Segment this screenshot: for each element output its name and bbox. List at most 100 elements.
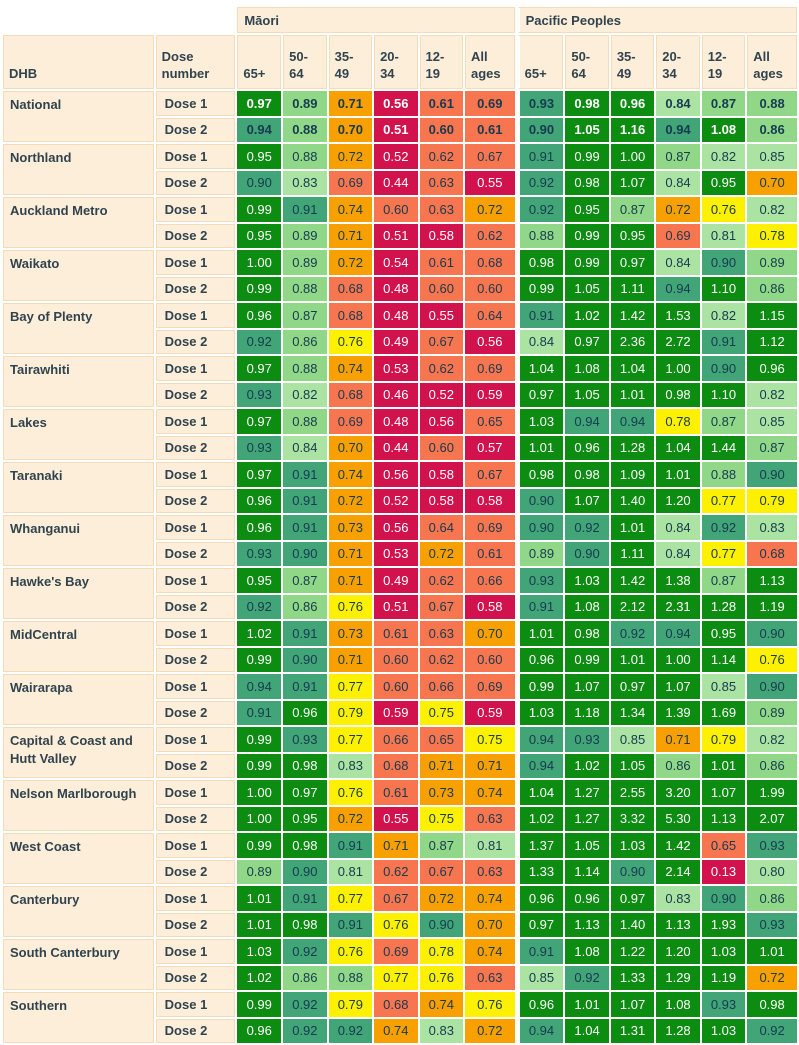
- value-cell: 0.97: [610, 250, 655, 275]
- group-header-pacific: Pacific Peoples: [516, 7, 797, 33]
- value-cell: 0.72: [656, 197, 700, 222]
- value-cell: 0.73: [328, 621, 373, 646]
- value-cell: 0.98: [283, 833, 327, 858]
- value-cell: 0.83: [419, 1018, 464, 1043]
- value-cell: 0.77: [328, 674, 373, 699]
- value-cell: 0.62: [419, 144, 464, 169]
- value-cell: 0.97: [237, 462, 282, 487]
- value-cell: 0.62: [419, 647, 464, 672]
- value-cell: 1.28: [656, 1018, 700, 1043]
- value-cell: 0.88: [283, 144, 327, 169]
- dhb-data-row: Dose 2 0.89 0.90 0.81 0.62 0.67 0.63 1.33 1.14 0.…: [3, 859, 797, 884]
- value-cell: 0.77: [701, 488, 746, 513]
- value-cell: 0.81: [328, 859, 373, 884]
- value-cell: 0.60: [374, 647, 418, 672]
- dose-label-cell: Dose 2: [155, 594, 236, 619]
- dhb-data-row: Dose 2 0.93 0.82 0.68 0.46 0.52 0.59 0.97 1.05 1.…: [3, 382, 797, 407]
- dhb-name-cell: MidCentral: [3, 621, 154, 672]
- value-cell: 0.98: [516, 462, 564, 487]
- value-cell: 0.96: [610, 91, 655, 116]
- value-cell: 0.95: [237, 144, 282, 169]
- value-cell: 1.02: [516, 806, 564, 831]
- value-cell: 0.62: [374, 859, 418, 884]
- value-cell: 1.13: [701, 806, 746, 831]
- value-cell: 0.82: [747, 727, 797, 752]
- group-header-row: Māori Pacific Peoples: [3, 7, 797, 33]
- value-cell: 0.91: [283, 515, 327, 540]
- dhb-name-cell: Waikato: [3, 250, 154, 301]
- value-cell: 1.13: [747, 568, 797, 593]
- dose-label-cell: Dose 2: [155, 541, 236, 566]
- value-cell: 0.69: [465, 91, 515, 116]
- value-cell: 0.90: [747, 621, 797, 646]
- value-cell: 1.18: [565, 700, 609, 725]
- value-cell: 0.91: [237, 700, 282, 725]
- value-cell: 0.99: [237, 647, 282, 672]
- value-cell: 2.12: [610, 594, 655, 619]
- value-cell: 0.96: [237, 488, 282, 513]
- dhb-data-row: Dose 2 1.01 0.98 0.91 0.76 0.90 0.70 0.97 1.13 1.…: [3, 912, 797, 937]
- value-cell: 0.88: [283, 117, 327, 142]
- dhb-data-row: Whanganui Dose 1 0.96 0.91 0.73 0.56 0.64 0.69 0…: [3, 515, 797, 566]
- value-cell: 0.64: [465, 303, 515, 328]
- value-cell: 1.31: [610, 1018, 655, 1043]
- value-cell: 0.95: [237, 568, 282, 593]
- value-cell: 1.04: [516, 780, 564, 805]
- value-cell: 0.84: [656, 170, 700, 195]
- dhb-data-row: Dose 2 0.99 0.98 0.83 0.68 0.71 0.71 0.94 1.02 1.…: [3, 753, 797, 778]
- value-cell: 1.01: [610, 382, 655, 407]
- value-cell: 0.96: [516, 992, 564, 1017]
- value-cell: 0.71: [328, 568, 373, 593]
- value-cell: 0.87: [283, 568, 327, 593]
- value-cell: 0.89: [283, 250, 327, 275]
- maori-age-header-50-64: 50-64: [283, 35, 327, 89]
- value-cell: 0.94: [237, 674, 282, 699]
- value-cell: 1.93: [701, 912, 746, 937]
- dose-label-cell: Dose 1: [155, 833, 236, 858]
- value-cell: 0.72: [747, 965, 797, 990]
- value-cell: 2.36: [610, 329, 655, 354]
- dhb-data-row: Canterbury Dose 1 1.01 0.91 0.77 0.67 0.72 0.74…: [3, 886, 797, 937]
- column-header-row: DHB Dose number 65+ 50-64 35-49 20-34 12…: [3, 35, 797, 89]
- value-cell: 0.93: [237, 382, 282, 407]
- dose-label-cell: Dose 1: [155, 886, 236, 911]
- dose-label-cell: Dose 1: [155, 939, 236, 964]
- value-cell: 0.91: [283, 886, 327, 911]
- value-cell: 0.68: [328, 382, 373, 407]
- heatmap-body: National Dose 1 0.97 0.89 0.71 0.56 0.61 0.69 0.…: [3, 91, 797, 1043]
- value-cell: 0.74: [374, 1018, 418, 1043]
- value-cell: 0.56: [374, 462, 418, 487]
- value-cell: 1.44: [701, 435, 746, 460]
- value-cell: 0.89: [747, 250, 797, 275]
- value-cell: 0.69: [465, 515, 515, 540]
- value-cell: 1.10: [701, 276, 746, 301]
- value-cell: 1.33: [610, 965, 655, 990]
- value-cell: 0.71: [328, 223, 373, 248]
- value-cell: 2.55: [610, 780, 655, 805]
- pacific-age-header-35-49: 35-49: [610, 35, 655, 89]
- dhb-data-row: Dose 2 0.99 0.88 0.68 0.48 0.60 0.60 0.99 1.05 1.…: [3, 276, 797, 301]
- value-cell: 1.99: [747, 780, 797, 805]
- dose-label-cell: Dose 2: [155, 382, 236, 407]
- value-cell: 0.87: [610, 197, 655, 222]
- value-cell: 0.93: [237, 541, 282, 566]
- value-cell: 1.02: [565, 303, 609, 328]
- dose-label-cell: Dose 1: [155, 992, 236, 1017]
- dose-label-cell: Dose 1: [155, 91, 236, 116]
- value-cell: 0.89: [283, 91, 327, 116]
- value-cell: 0.55: [419, 303, 464, 328]
- value-cell: 0.75: [465, 727, 515, 752]
- dhb-data-row: Dose 2 0.96 0.91 0.72 0.52 0.58 0.58 0.90 1.07 1.…: [3, 488, 797, 513]
- dhb-name-cell: Southern: [3, 992, 154, 1043]
- value-cell: 0.90: [747, 462, 797, 487]
- value-cell: 1.69: [701, 700, 746, 725]
- value-cell: 1.08: [565, 594, 609, 619]
- value-cell: 1.01: [610, 515, 655, 540]
- value-cell: 0.74: [465, 886, 515, 911]
- value-cell: 0.76: [701, 197, 746, 222]
- value-cell: 0.75: [419, 700, 464, 725]
- value-cell: 0.60: [419, 276, 464, 301]
- value-cell: 0.89: [237, 859, 282, 884]
- value-cell: 0.74: [328, 462, 373, 487]
- maori-age-header-12-19: 12-19: [419, 35, 464, 89]
